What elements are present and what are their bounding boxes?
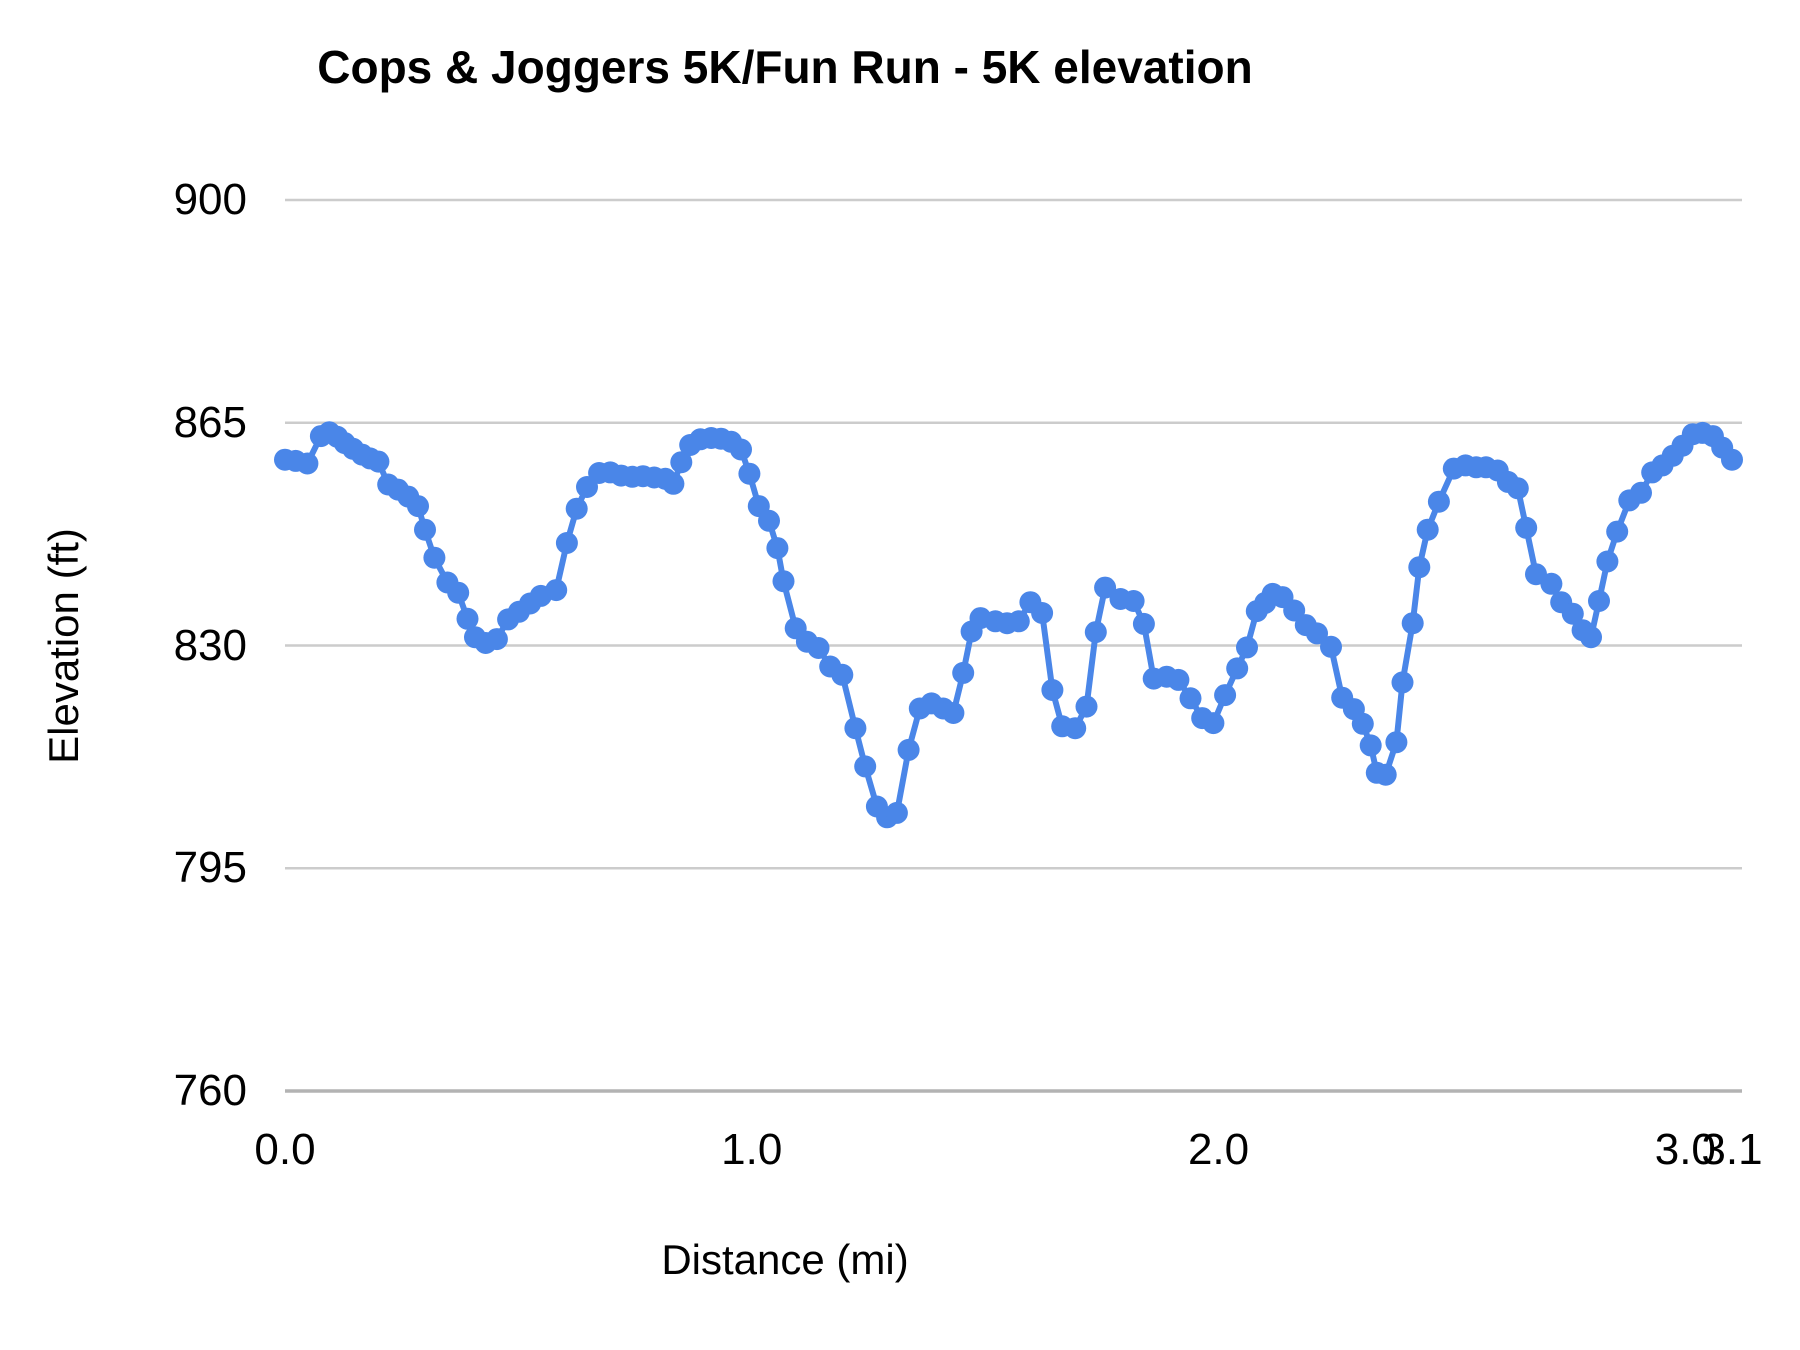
elevation-marker <box>485 628 508 651</box>
elevation-marker <box>885 801 908 824</box>
elevation-marker <box>423 546 446 569</box>
elevation-marker <box>738 462 761 485</box>
elevation-marker <box>1084 621 1107 644</box>
elevation-marker <box>766 537 789 560</box>
elevation-marker <box>1202 712 1225 735</box>
elevation-marker <box>1561 602 1584 625</box>
x-axis-title: Distance (mi) <box>661 1236 909 1283</box>
x-tick-label: 3.0 <box>1654 1125 1716 1174</box>
elevation-marker <box>1031 602 1054 624</box>
elevation-marker <box>758 509 780 532</box>
x-tick-label: 0.0 <box>254 1125 316 1174</box>
elevation-marker <box>772 570 795 593</box>
elevation-marker <box>555 532 578 554</box>
y-tick-label: 760 <box>173 1066 247 1115</box>
elevation-marker <box>1427 490 1450 513</box>
elevation-marker <box>1630 481 1652 504</box>
elevation-marker <box>1351 712 1374 735</box>
elevation-marker <box>1401 612 1424 635</box>
elevation-marker <box>1167 668 1190 691</box>
elevation-marker <box>1226 657 1249 680</box>
elevation-marker <box>670 451 693 474</box>
elevation-marker <box>831 663 854 686</box>
elevation-marker <box>854 755 877 778</box>
elevation-marker <box>1506 477 1529 500</box>
elevation-marker <box>662 472 685 495</box>
elevation-marker <box>447 581 470 604</box>
elevation-marker <box>897 738 920 761</box>
elevation-marker <box>1721 448 1743 471</box>
elevation-marker <box>1540 572 1563 595</box>
y-tick-label: 795 <box>173 843 247 893</box>
elevation-marker <box>565 497 588 520</box>
elevation-marker <box>1094 576 1117 599</box>
elevation-marker <box>1359 734 1382 757</box>
elevation-marker <box>844 717 867 740</box>
x-tick-label: 3.1 <box>1701 1125 1763 1174</box>
elevation-marker <box>456 607 479 630</box>
elevation-marker <box>1596 550 1619 573</box>
elevation-marker <box>1515 516 1538 539</box>
elevation-marker <box>807 637 830 659</box>
elevation-marker <box>730 438 752 461</box>
elevation-marker <box>1214 684 1237 707</box>
elevation-marker <box>545 579 568 602</box>
elevation-marker <box>1132 612 1155 635</box>
y-tick-label: 900 <box>173 175 247 224</box>
elevation-marker <box>1075 695 1098 718</box>
elevation-marker <box>1588 590 1610 612</box>
elevation-marker <box>952 661 975 684</box>
elevation-marker <box>1385 731 1408 754</box>
elevation-marker <box>1236 636 1258 659</box>
elevation-marker <box>1306 622 1328 645</box>
elevation-marker <box>1179 687 1202 710</box>
elevation-marker <box>1007 610 1030 633</box>
elevation-marker <box>1580 626 1602 649</box>
elevation-marker <box>1416 518 1439 541</box>
elevation-marker <box>1374 763 1397 786</box>
elevation-marker <box>407 495 429 518</box>
elevation-marker <box>367 450 390 473</box>
x-tick-label: 1.0 <box>721 1125 783 1174</box>
elevation-marker <box>1606 520 1629 543</box>
elevation-marker <box>1041 679 1064 701</box>
elevation-marker <box>414 518 436 541</box>
elevation-marker <box>1391 671 1414 694</box>
x-tick-label: 2.0 <box>1187 1125 1250 1174</box>
chart-title: Cops & Joggers 5K/Fun Run - 5K elevation <box>317 41 1253 93</box>
y-tick-label: 830 <box>173 620 247 670</box>
y-tick-label: 865 <box>173 397 247 447</box>
elevation-marker <box>1320 635 1342 658</box>
elevation-marker <box>1122 590 1145 612</box>
elevation-marker <box>1408 556 1431 579</box>
elevation-marker <box>296 452 319 475</box>
elevation-marker <box>1064 717 1087 740</box>
elevation-marker <box>942 702 965 724</box>
